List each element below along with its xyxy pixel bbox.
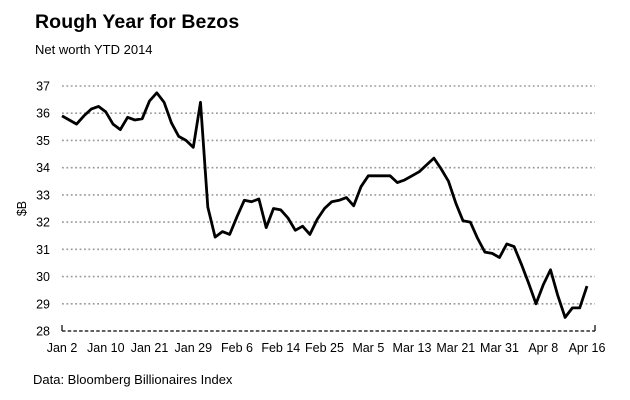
y-tick-label: 29 bbox=[36, 297, 50, 311]
y-tick-label: 36 bbox=[36, 107, 50, 121]
y-tick-label: 30 bbox=[36, 270, 50, 284]
x-tick-label: Jan 21 bbox=[131, 341, 169, 355]
x-tick-label: Mar 31 bbox=[480, 341, 519, 355]
y-tick-label: 34 bbox=[36, 161, 50, 175]
y-tick-label: 33 bbox=[36, 188, 50, 202]
x-tick-label: Jan 10 bbox=[87, 341, 125, 355]
y-tick-label: 37 bbox=[36, 80, 50, 94]
net-worth-line bbox=[61, 91, 589, 319]
y-tick-label: 28 bbox=[36, 325, 50, 339]
y-tick-label: 35 bbox=[36, 134, 50, 148]
x-tick-label: Feb 14 bbox=[261, 341, 300, 355]
y-tick-label: 32 bbox=[36, 216, 50, 230]
x-tick-label: Apr 16 bbox=[569, 341, 606, 355]
x-tick-label: Jan 29 bbox=[175, 341, 213, 355]
chart-title: Rough Year for Bezos bbox=[35, 11, 240, 33]
x-tick-label: Mar 5 bbox=[352, 341, 384, 355]
x-tick-label: Mar 21 bbox=[436, 341, 475, 355]
x-tick-label: Apr 8 bbox=[528, 341, 558, 355]
y-tick-label: 31 bbox=[36, 243, 50, 257]
x-tick-label: Mar 13 bbox=[393, 341, 432, 355]
data-source-note: Data: Bloomberg Billionaires Index bbox=[33, 372, 233, 387]
x-tick-label: Jan 2 bbox=[47, 341, 78, 355]
x-tick-label: Feb 25 bbox=[305, 341, 344, 355]
chart-subtitle: Net worth YTD 2014 bbox=[35, 42, 153, 57]
x-tick-label: Feb 6 bbox=[221, 341, 253, 355]
y-axis-title: $B bbox=[15, 201, 29, 216]
